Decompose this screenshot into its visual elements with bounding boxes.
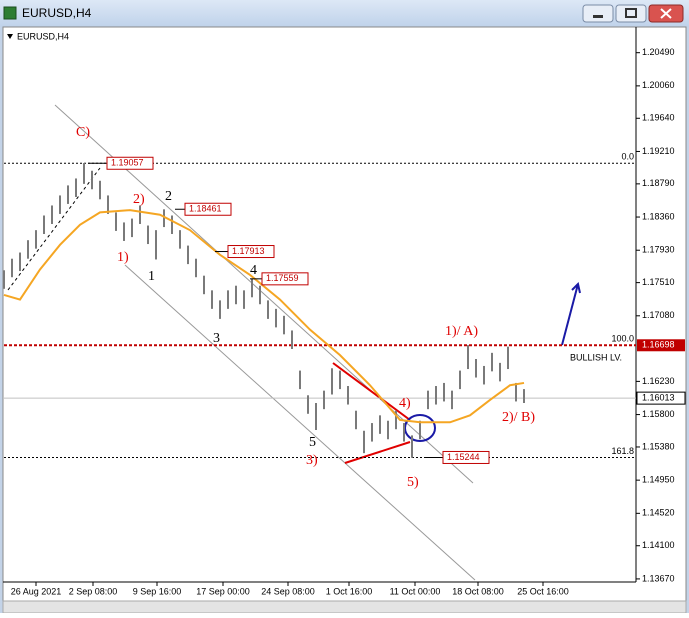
price-label: 1.15244 [447,452,480,462]
wave-label: 1) [117,250,129,265]
y-tick-label: 1.19210 [642,146,675,156]
level-label: 100.0 [611,334,634,344]
y-tick-label: 1.17930 [642,245,675,255]
price-label: 1.19057 [111,158,144,168]
wedge-line [344,441,411,464]
y-tick-label: 1.15380 [642,441,675,451]
title-bar [0,0,689,27]
x-tick-label: 11 Oct 00:00 [390,586,441,596]
price-box [637,339,685,352]
moving-average [3,209,525,424]
price-label-box [184,202,232,216]
price-box-label: 1.16013 [642,393,675,403]
close-icon [660,8,672,19]
chart-area [2,26,687,602]
wave-label: 3 [213,331,220,346]
x-tick-label: 24 Sep 08:00 [261,586,315,596]
annotation: BULLISH LV. [570,352,622,362]
y-tick-label: 1.20490 [642,47,675,57]
y-tick-label: 1.14950 [642,475,675,485]
y-tick-label: 1.19640 [642,113,675,123]
y-tick-label: 1.14100 [642,540,675,550]
price-label-box [442,450,490,464]
y-tick-label: 1.20060 [642,80,675,90]
window-buttons[interactable] [582,4,684,23]
x-tick-label: 2 Sep 08:00 [69,586,118,596]
restore-icon [625,8,637,18]
y-tick-label: 1.17080 [642,310,675,320]
x-tick-label: 17 Sep 00:00 [196,586,250,596]
minimize-icon [593,15,603,18]
price-label-box [227,245,275,259]
y-tick-label: 1.15800 [642,409,675,419]
window-title: EURUSD,H4 [22,6,92,20]
wave-label: 4) [399,396,411,411]
y-tick-label: 1.13670 [642,573,675,583]
x-tick-label: 1 Oct 16:00 [326,586,373,596]
level-label: 0.0 [621,152,634,162]
x-tick-label: 9 Sep 16:00 [133,586,182,596]
y-tick-label: 1.14520 [642,508,675,518]
y-tick-label: 1.18360 [642,211,675,221]
price-label: 1.18461 [189,204,222,214]
wave-label: 2 [165,189,172,204]
restore-button[interactable] [615,4,647,23]
wave-label: C) [76,125,90,140]
channel-line [124,264,476,581]
y-tick-label: 1.16230 [642,376,675,386]
wave-label: 2)/ B) [502,410,535,425]
price-box [636,391,686,405]
y-tick-label: 1.18790 [642,178,675,188]
app-icon [3,6,17,20]
chart-symbol: EURUSD,H4 [17,31,69,41]
x-tick-label: 26 Aug 2021 [11,586,62,596]
level-label: 161.8 [611,446,634,456]
x-tick-label: 25 Oct 16:00 [517,586,569,596]
wave-label: 5) [407,475,419,490]
wave-label: 5 [309,435,316,450]
price-label-box [106,156,154,170]
price-label-box [261,272,309,286]
trend-line [7,167,101,291]
price-label: 1.17559 [266,273,299,283]
x-tick-label: 18 Oct 08:00 [452,586,504,596]
wave-label: 2) [133,192,145,207]
wave-label: 4 [250,263,257,278]
y-tick-label: 1.17510 [642,277,675,287]
scroll-bar[interactable] [2,600,687,614]
minimize-button[interactable] [582,4,614,23]
wave-label: 3) [306,453,318,468]
price-label: 1.17913 [232,246,265,256]
price-box-label: 1.16698 [642,340,675,350]
symbol-arrow [7,34,13,39]
wedge-line [332,362,411,421]
wave-label: 1)/ A) [445,324,478,339]
bullish-arrow [561,282,581,346]
wave-label: 1 [148,269,155,284]
